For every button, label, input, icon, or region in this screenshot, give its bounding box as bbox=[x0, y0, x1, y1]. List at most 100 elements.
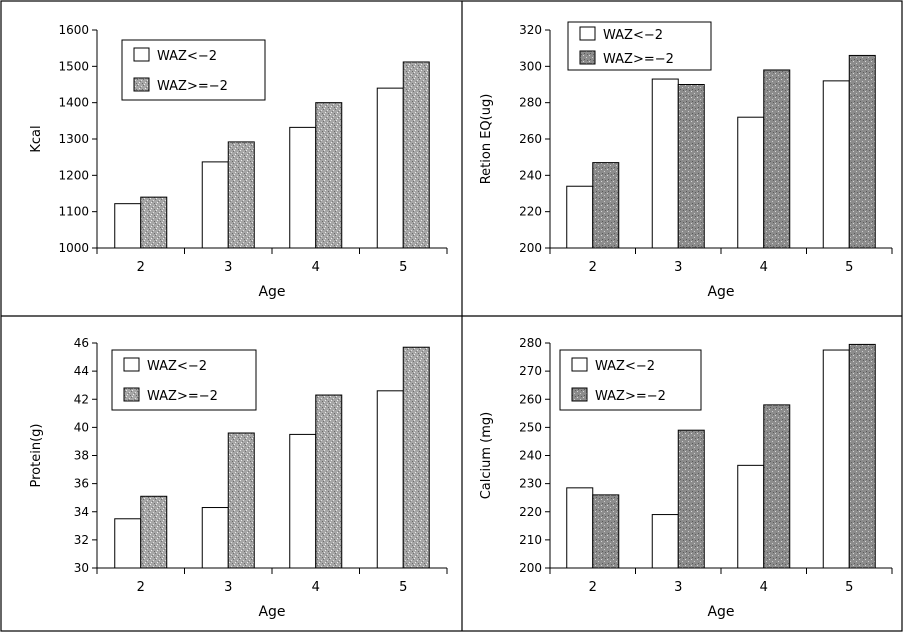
x-tick-label: 3 bbox=[674, 260, 682, 275]
bar-waz-lt-2-age-5 bbox=[822, 80, 850, 249]
legend-label-1: WAZ<−2 bbox=[147, 359, 207, 374]
bar-waz-ge-2-age-3 bbox=[227, 432, 255, 569]
x-axis-label: Age bbox=[258, 604, 285, 620]
bar-waz-ge-2-age-3 bbox=[227, 141, 255, 249]
y-tick-label: 280 bbox=[519, 336, 542, 350]
x-tick-label: 3 bbox=[224, 580, 232, 595]
bar-waz-ge-2-age-5 bbox=[402, 61, 430, 249]
y-tick-label: 260 bbox=[519, 392, 542, 406]
y-tick-label: 38 bbox=[74, 449, 89, 463]
bar-waz-lt-2-age-5 bbox=[376, 87, 404, 249]
bar-waz-lt-2-age-3 bbox=[201, 507, 229, 569]
bar-waz-lt-2-age-3 bbox=[651, 514, 679, 569]
legend-label-1: WAZ<−2 bbox=[595, 359, 655, 374]
x-tick-label: 2 bbox=[589, 260, 597, 275]
y-tick-label: 200 bbox=[519, 561, 542, 575]
y-axis-label: Kcal bbox=[29, 125, 44, 152]
bar-waz-lt-2-age-2 bbox=[114, 518, 142, 569]
y-tick-label: 30 bbox=[74, 561, 89, 575]
bar-waz-ge-2-age-3 bbox=[677, 429, 705, 569]
y-tick-label: 200 bbox=[519, 241, 542, 255]
legend-label-1: WAZ<−2 bbox=[157, 49, 217, 64]
x-tick-label: 5 bbox=[845, 580, 853, 595]
y-tick-label: 240 bbox=[519, 168, 542, 182]
x-tick-label: 5 bbox=[845, 260, 853, 275]
y-tick-label: 300 bbox=[519, 59, 542, 73]
y-tick-label: 220 bbox=[519, 505, 542, 519]
y-tick-label: 220 bbox=[519, 205, 542, 219]
legend-swatch-2 bbox=[579, 50, 596, 65]
legend-swatch-1 bbox=[133, 47, 150, 62]
y-tick-label: 1000 bbox=[58, 241, 89, 255]
x-axis-label: Age bbox=[258, 284, 285, 300]
x-tick-label: 4 bbox=[312, 260, 320, 275]
y-tick-label: 1100 bbox=[58, 205, 89, 219]
bar-waz-ge-2-age-4 bbox=[315, 394, 343, 569]
y-tick-label: 260 bbox=[519, 132, 542, 146]
bar-waz-ge-2-age-2 bbox=[140, 495, 168, 569]
y-tick-label: 1500 bbox=[58, 59, 89, 73]
legend: WAZ<−2 WAZ>=−2 bbox=[111, 349, 257, 411]
y-axis-label: Protein(g) bbox=[29, 424, 44, 488]
x-tick-label: 3 bbox=[674, 580, 682, 595]
x-tick-label: 4 bbox=[312, 580, 320, 595]
bar-waz-lt-2-age-5 bbox=[822, 349, 850, 569]
y-tick-label: 280 bbox=[519, 96, 542, 110]
y-tick-label: 320 bbox=[519, 23, 542, 37]
x-tick-label: 5 bbox=[399, 580, 407, 595]
legend: WAZ<−2 WAZ>=−2 bbox=[121, 39, 266, 101]
bar-waz-lt-2-age-2 bbox=[566, 487, 594, 569]
bar-waz-ge-2-age-2 bbox=[140, 196, 168, 249]
legend-label-1: WAZ<−2 bbox=[603, 28, 663, 43]
y-tick-label: 1600 bbox=[58, 23, 89, 37]
bar-waz-ge-2-age-2 bbox=[592, 494, 620, 569]
y-tick-label: 44 bbox=[74, 364, 89, 378]
bar-waz-lt-2-age-4 bbox=[737, 116, 765, 249]
bar-waz-lt-2-age-3 bbox=[201, 161, 229, 249]
legend: WAZ<−2 WAZ>=−2 bbox=[559, 349, 702, 411]
bar-waz-lt-2-age-3 bbox=[651, 78, 679, 249]
bar-waz-ge-2-age-5 bbox=[848, 343, 876, 569]
bar-waz-lt-2-age-4 bbox=[289, 433, 317, 569]
legend-swatch-1 bbox=[123, 357, 140, 372]
bar-waz-lt-2-age-4 bbox=[737, 464, 765, 569]
legend-swatch-2 bbox=[571, 387, 588, 402]
y-tick-label: 210 bbox=[519, 533, 542, 547]
x-tick-label: 2 bbox=[137, 260, 145, 275]
legend-label-2: WAZ>=−2 bbox=[603, 52, 674, 67]
bar-waz-ge-2-age-5 bbox=[402, 346, 430, 569]
legend-swatch-2 bbox=[133, 77, 150, 92]
x-tick-label: 5 bbox=[399, 260, 407, 275]
y-tick-label: 1400 bbox=[58, 96, 89, 110]
y-tick-label: 36 bbox=[74, 477, 89, 491]
y-tick-label: 1200 bbox=[58, 168, 89, 182]
y-tick-label: 230 bbox=[519, 477, 542, 491]
y-tick-label: 40 bbox=[74, 420, 89, 434]
y-tick-label: 240 bbox=[519, 449, 542, 463]
x-axis-label: Age bbox=[707, 284, 734, 300]
y-tick-label: 42 bbox=[74, 392, 89, 406]
bar-waz-ge-2-age-4 bbox=[315, 102, 343, 249]
x-tick-label: 2 bbox=[137, 580, 145, 595]
x-tick-label: 4 bbox=[760, 260, 768, 275]
x-tick-label: 2 bbox=[589, 580, 597, 595]
x-axis-label: Age bbox=[707, 604, 734, 620]
y-tick-label: 32 bbox=[74, 533, 89, 547]
chart-panel-4: 200 210 220 230 240 250 260 270 280 2 3 4 5 Age Calciu… bbox=[479, 336, 893, 620]
legend-label-2: WAZ>=−2 bbox=[595, 389, 666, 404]
y-tick-label: 34 bbox=[74, 505, 89, 519]
bar-waz-lt-2-age-2 bbox=[566, 185, 594, 249]
bar-waz-ge-2-age-5 bbox=[848, 54, 876, 249]
legend: WAZ<−2 WAZ>=−2 bbox=[567, 21, 712, 71]
bar-waz-ge-2-age-2 bbox=[592, 162, 620, 249]
x-tick-label: 4 bbox=[760, 580, 768, 595]
legend-swatch-1 bbox=[579, 26, 596, 41]
legend-label-2: WAZ>=−2 bbox=[157, 79, 228, 94]
y-tick-label: 250 bbox=[519, 420, 542, 434]
x-tick-label: 3 bbox=[224, 260, 232, 275]
chart-panel-2: 200 220 240 260 280 300 320 2 3 4 5 Age Retion EQ(ug… bbox=[479, 21, 893, 300]
y-tick-label: 46 bbox=[74, 336, 89, 350]
